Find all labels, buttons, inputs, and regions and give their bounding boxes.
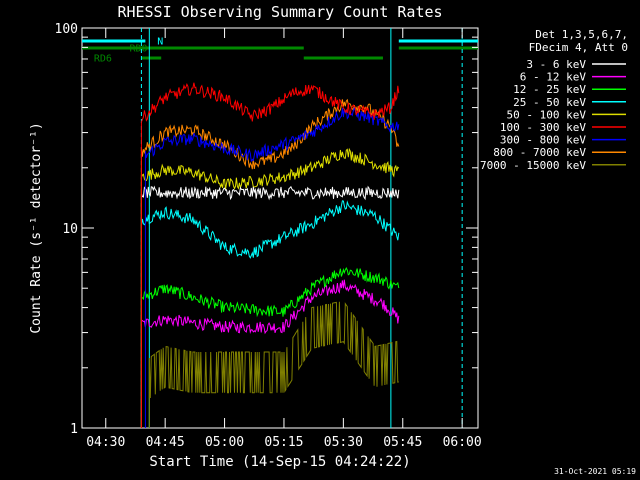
x-tick-label-6: 06:00 <box>443 435 482 450</box>
status-bar-rd0-0 <box>82 46 304 50</box>
legend-label-0: 3 - 6 keV <box>526 58 586 71</box>
status-label-rd6: RD6 <box>94 54 112 65</box>
y-tick-label-0: 1 <box>70 422 78 437</box>
status-bar-rd6-0 <box>141 56 162 60</box>
legend-header-line-1: Det 1,3,5,6,7, <box>535 28 628 41</box>
status-bars: N RD0 RD6 <box>82 37 478 65</box>
chart-title: RHESSI Observing Summary Count Rates <box>117 3 442 21</box>
legend-label-6: 300 - 800 keV <box>500 134 586 147</box>
legend-label-3: 25 - 50 keV <box>513 96 586 109</box>
legend: Det 1,3,5,6,7, FDecim 4, Att 0 3 - 6 keV… <box>480 28 628 172</box>
x-tick-label-0: 04:30 <box>86 435 125 450</box>
status-bar-n-1 <box>398 39 478 43</box>
series-line-4 <box>140 147 400 428</box>
status-label-rd0: RD0 <box>130 44 148 55</box>
series-line-2 <box>140 267 400 428</box>
y-axis-label: Count Rate (s⁻¹ detector⁻¹) <box>29 122 44 333</box>
series-line-0 <box>140 185 400 428</box>
generation-date: 31-Oct-2021 05:19 <box>554 467 636 476</box>
status-bar-n-0 <box>82 39 146 43</box>
legend-label-4: 50 - 100 keV <box>507 108 587 121</box>
status-bar-rd6-1 <box>303 56 383 60</box>
x-tick-label-1: 04:45 <box>146 435 185 450</box>
y-tick-label-2: 100 <box>55 22 78 37</box>
x-tick-label-5: 05:45 <box>383 435 422 450</box>
x-tick-label-4: 05:30 <box>324 435 363 450</box>
legend-label-2: 12 - 25 keV <box>513 83 586 96</box>
status-bar-rd0-1 <box>398 46 478 50</box>
legend-header-line-2: FDecim 4, Att 0 <box>529 41 628 54</box>
status-label-n: N <box>157 37 163 48</box>
y-tick-label-1: 10 <box>62 222 78 237</box>
axis-layer: 04:30 04:45 05:00 05:15 05:30 05:45 06:00 1 10 10… <box>55 22 482 450</box>
series-line-1 <box>140 279 400 428</box>
x-tick-label-3: 05:15 <box>264 435 303 450</box>
legend-label-7: 800 - 7000 keV <box>493 146 586 159</box>
series-line-5 <box>140 82 400 428</box>
series-line-6 <box>144 107 400 428</box>
legend-label-1: 6 - 12 keV <box>520 71 587 84</box>
legend-label-5: 100 - 300 keV <box>500 121 586 134</box>
series-line-3 <box>140 200 400 428</box>
series-line-8 <box>148 301 399 428</box>
legend-label-8: 7000 - 15000 keV <box>480 159 586 172</box>
series-layer <box>140 82 400 428</box>
x-tick-label-2: 05:00 <box>205 435 244 450</box>
x-axis-label: Start Time (14-Sep-15 04:24:22) <box>149 454 410 470</box>
